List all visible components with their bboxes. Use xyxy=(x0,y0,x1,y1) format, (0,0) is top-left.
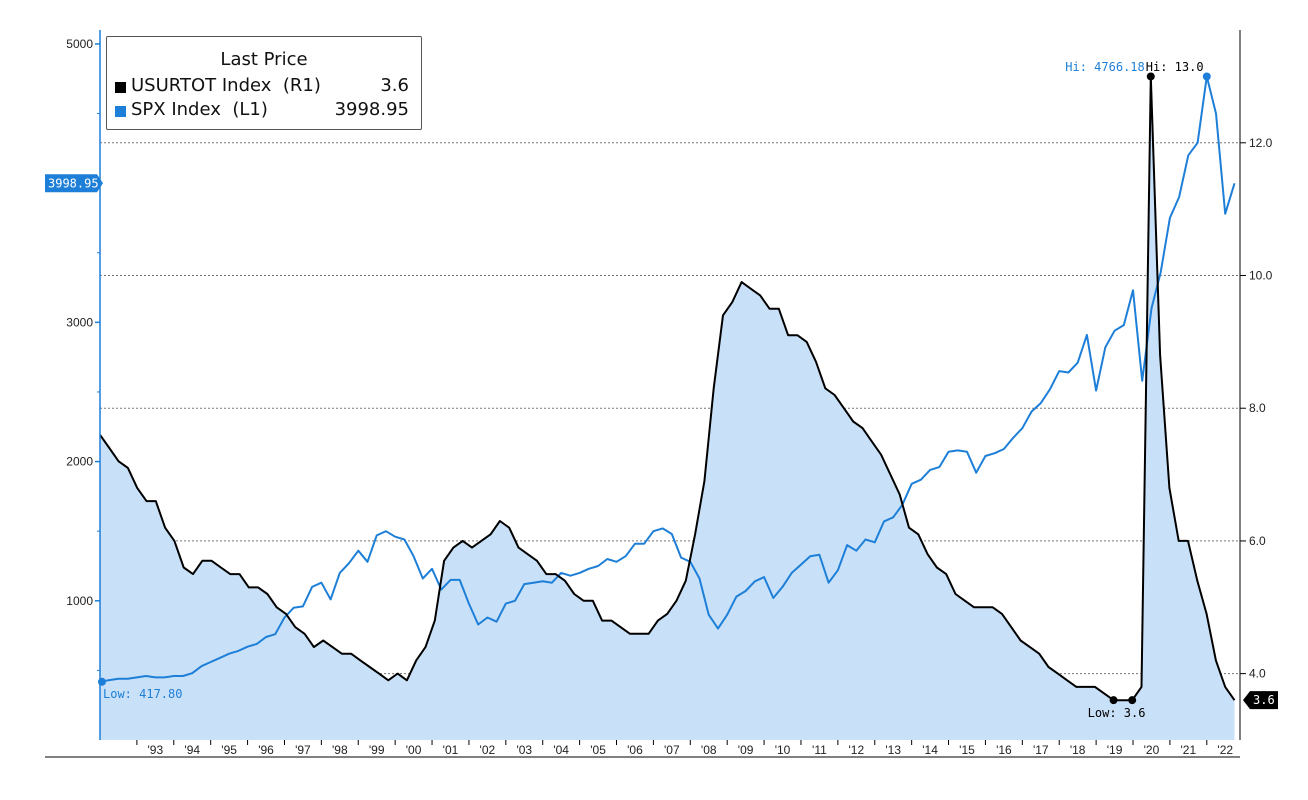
x-tick-label: '98 xyxy=(332,743,348,757)
usurtot-high-marker xyxy=(1146,72,1155,81)
x-tick-label: '96 xyxy=(258,743,274,757)
usurtot-series-line xyxy=(99,75,1236,702)
spx-series-line xyxy=(99,75,1236,683)
spx-high-label: Hi: 4766.18 xyxy=(1065,60,1144,74)
right-tick-label: 8.0 xyxy=(1249,401,1266,415)
left-tick-label: 2000 xyxy=(66,455,93,469)
x-tick-label: '06 xyxy=(627,743,643,757)
usurtot-high-label: Hi: 13.0 xyxy=(1146,60,1204,74)
legend-title: Last Price xyxy=(220,49,308,70)
x-tick-label: '03 xyxy=(516,743,532,757)
spx-last-value-flag xyxy=(45,174,103,193)
legend-item-usurtot[interactable]: USURTOT Index (R1) 3.6 xyxy=(115,75,409,99)
legend-box[interactable]: Last Price USURTOT Index (R1) 3.6 SPX In… xyxy=(106,36,422,130)
x-tick-label: '10 xyxy=(775,743,791,757)
usurtot-area-fill xyxy=(100,76,1235,740)
x-tick-label: '12 xyxy=(848,743,864,757)
x-tick-label: '09 xyxy=(738,743,754,757)
usurtot-low-marker xyxy=(1109,696,1118,705)
spx-low-label: Low: 417.80 xyxy=(103,687,182,701)
x-tick-label: '08 xyxy=(701,743,717,757)
x-tick-label: '19 xyxy=(1107,743,1123,757)
right-tick-label: 6.0 xyxy=(1249,534,1266,548)
left-tick-label: 5000 xyxy=(66,37,93,51)
legend-swatch-usurtot xyxy=(115,82,126,93)
right-tick-label: 4.0 xyxy=(1249,667,1266,681)
usurtot-last-value-label: 3.6 xyxy=(1253,693,1275,707)
usurtot-low-label: Low: 3.6 xyxy=(1088,706,1146,720)
x-tick-label: '97 xyxy=(295,743,311,757)
x-tick-label: '16 xyxy=(996,743,1012,757)
x-tick-label: '02 xyxy=(480,743,496,757)
legend-value-usurtot: 3.6 xyxy=(380,75,409,96)
x-tick-label: '18 xyxy=(1070,743,1086,757)
x-tick-label: '15 xyxy=(959,743,975,757)
right-tick-label: 10.0 xyxy=(1249,269,1273,283)
spx-last-value-label: 3998.95 xyxy=(48,176,99,190)
x-tick-label: '13 xyxy=(885,743,901,757)
axis-ticks: 1000 2000 3000 5000 4.0 6.0 8.0 10.0 12.0 '93 '94 '… xyxy=(66,37,1272,757)
x-tick-label: '11 xyxy=(812,743,827,757)
spx-high-marker xyxy=(1202,72,1211,81)
x-tick-label: '00 xyxy=(406,743,422,757)
x-tick-label: '94 xyxy=(184,743,200,757)
annotation-marks: Hi: 4766.18 Hi: 13.0 Low: 417.80 Low: 3.6 39… xyxy=(45,60,1278,720)
left-tick-label: 3000 xyxy=(66,315,93,329)
right-tick-label: 12.0 xyxy=(1249,136,1273,150)
legend-value-spx: 3998.95 xyxy=(334,99,409,120)
x-tick-label: '93 xyxy=(148,743,164,757)
x-tick-label: '22 xyxy=(1217,743,1233,757)
x-tick-label: '20 xyxy=(1144,743,1160,757)
legend-swatch-spx xyxy=(115,106,126,117)
gridlines xyxy=(100,142,1240,675)
axes-frame xyxy=(45,30,1241,758)
legend-label-usurtot: USURTOT Index (R1) xyxy=(131,75,321,96)
x-tick-label: '01 xyxy=(443,743,459,757)
x-tick-label: '07 xyxy=(664,743,680,757)
x-tick-label: '14 xyxy=(922,743,938,757)
usurtot-low-marker xyxy=(1128,696,1137,705)
x-tick-label: '05 xyxy=(590,743,606,757)
x-tick-label: '04 xyxy=(553,743,569,757)
legend-item-spx[interactable]: SPX Index (L1) 3998.95 xyxy=(115,99,409,123)
spx-low-marker xyxy=(98,677,106,686)
x-tick-label: '99 xyxy=(369,743,385,757)
usurtot-last-value-flag xyxy=(1243,691,1278,710)
x-tick-label: '17 xyxy=(1033,743,1049,757)
legend-label-spx: SPX Index (L1) xyxy=(131,99,268,120)
x-tick-label: '95 xyxy=(221,743,237,757)
left-tick-label: 1000 xyxy=(66,594,93,608)
x-tick-label: '21 xyxy=(1181,743,1197,757)
